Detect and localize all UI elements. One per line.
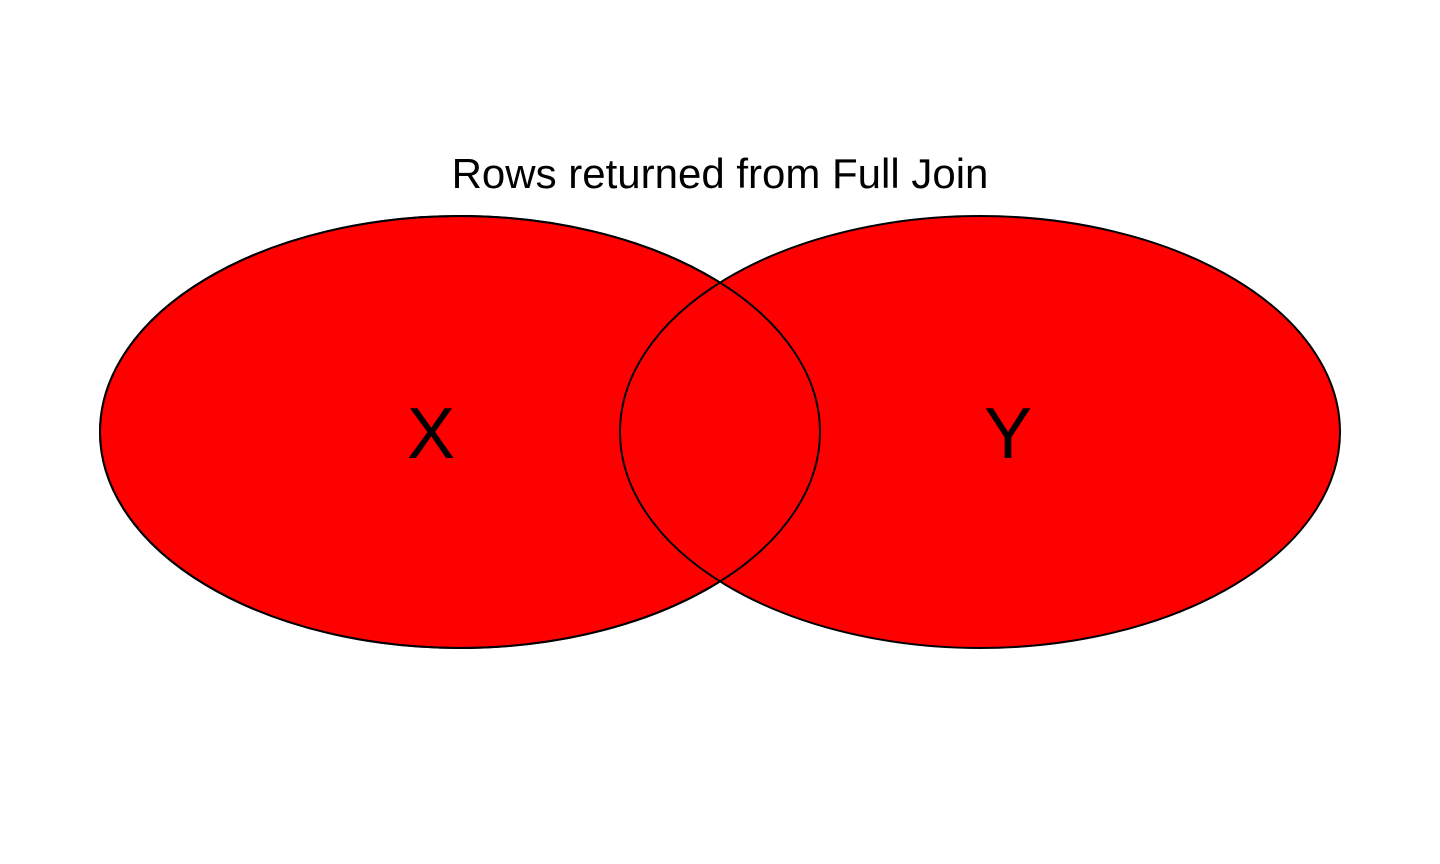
diagram-title: Rows returned from Full Join [452,150,989,197]
set-x-outline [99,215,821,649]
set-x-label: X [407,394,455,474]
set-y-ellipse [619,215,1341,649]
set-y-label: Y [984,394,1032,474]
